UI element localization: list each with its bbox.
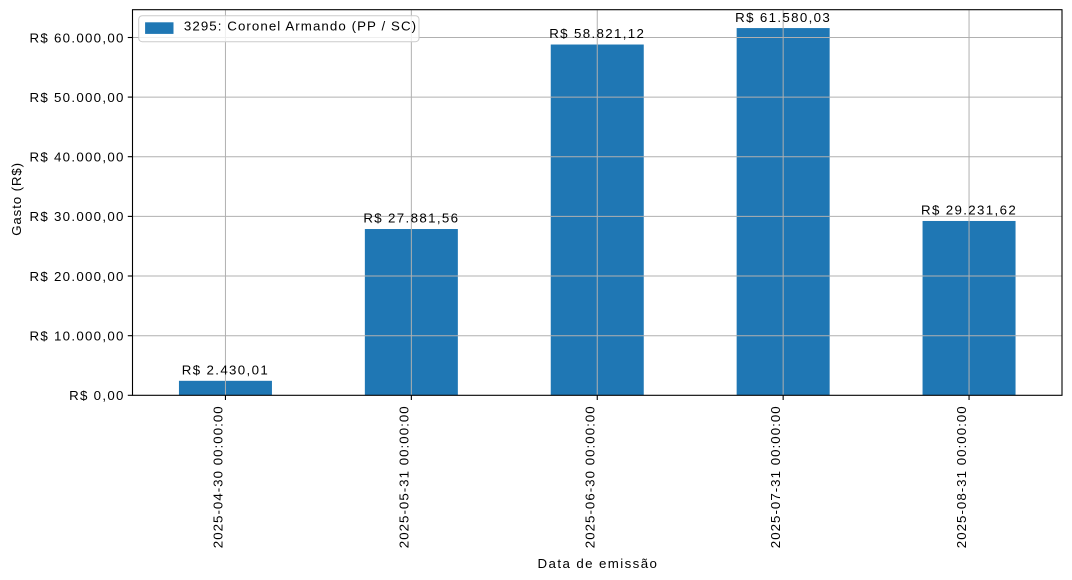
svg-text:R$ 60.000,00: R$ 60.000,00: [29, 30, 124, 45]
svg-text:R$ 61.580,03: R$ 61.580,03: [735, 10, 831, 25]
svg-text:R$ 10.000,00: R$ 10.000,00: [29, 329, 124, 344]
svg-text:R$ 40.000,00: R$ 40.000,00: [29, 150, 124, 165]
svg-text:R$ 30.000,00: R$ 30.000,00: [29, 209, 124, 224]
svg-text:R$ 50.000,00: R$ 50.000,00: [29, 90, 124, 105]
svg-text:R$ 20.000,00: R$ 20.000,00: [29, 269, 124, 284]
svg-text:2025-07-31 00:00:00: 2025-07-31 00:00:00: [768, 405, 783, 548]
svg-text:Gasto (R$): Gasto (R$): [9, 162, 24, 236]
svg-text:2025-06-30 00:00:00: 2025-06-30 00:00:00: [582, 405, 597, 548]
svg-text:R$ 27.881,56: R$ 27.881,56: [363, 211, 459, 226]
svg-text:R$ 2.430,01: R$ 2.430,01: [182, 363, 269, 378]
svg-text:3295: Coronel Armando (PP / SC: 3295: Coronel Armando (PP / SC): [184, 19, 417, 34]
svg-text:2025-04-30 00:00:00: 2025-04-30 00:00:00: [211, 405, 226, 548]
svg-text:Data de emissão: Data de emissão: [538, 556, 659, 571]
svg-text:R$ 0,00: R$ 0,00: [69, 388, 125, 403]
svg-text:2025-05-31 00:00:00: 2025-05-31 00:00:00: [396, 405, 411, 548]
svg-text:R$ 58.821,12: R$ 58.821,12: [549, 26, 645, 41]
svg-text:R$ 29.231,62: R$ 29.231,62: [921, 203, 1017, 218]
svg-text:2025-08-31 00:00:00: 2025-08-31 00:00:00: [954, 405, 969, 548]
